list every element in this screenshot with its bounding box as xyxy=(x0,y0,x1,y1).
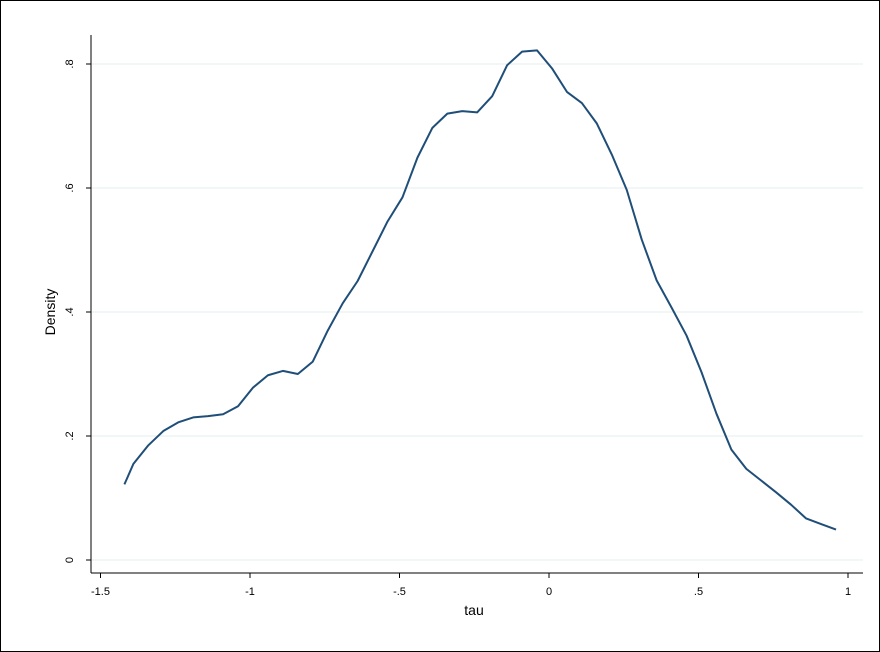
y-tick-label: 0 xyxy=(64,557,76,563)
x-tick-label: .5 xyxy=(694,586,703,598)
y-tick-label: .4 xyxy=(64,307,76,316)
y-tick-label: .6 xyxy=(64,183,76,192)
x-tick-label: -1 xyxy=(245,586,255,598)
density-line xyxy=(123,49,837,531)
x-tick-label: 0 xyxy=(546,586,552,598)
x-ticks: -1.5 -1 -.5 0 .5 1 xyxy=(91,573,851,598)
y-tick-label: .8 xyxy=(64,59,76,68)
y-tick-label: .2 xyxy=(64,431,76,440)
y-ticks: 0 .2 .4 .6 .8 xyxy=(64,59,91,563)
y-axis-title: Density xyxy=(42,289,58,336)
series-points xyxy=(124,50,836,529)
x-tick-label: -.5 xyxy=(393,586,406,598)
x-tick-label: -1.5 xyxy=(91,586,110,598)
x-tick-label: 1 xyxy=(845,586,851,598)
x-axis-title: tau xyxy=(464,602,483,618)
gridlines xyxy=(91,63,863,561)
